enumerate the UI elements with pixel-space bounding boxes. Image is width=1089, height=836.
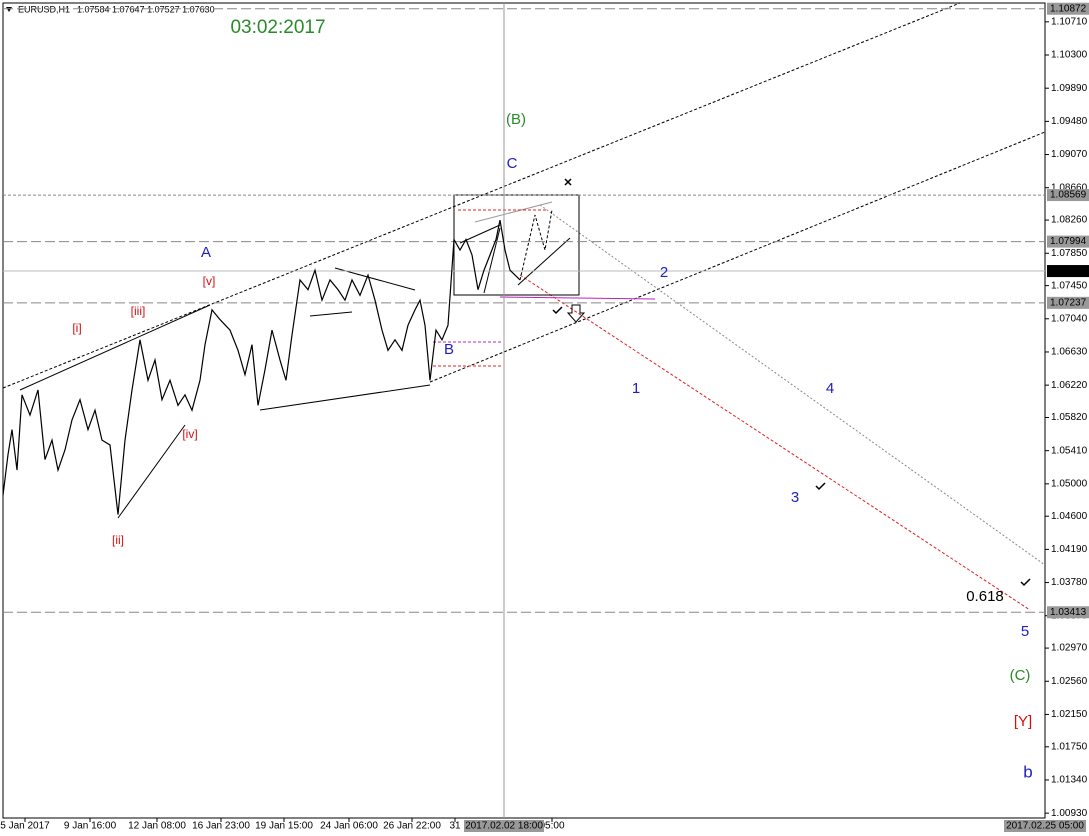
x-tick-label: 5 Jan 2017 (0, 821, 50, 832)
y-tick-label: 1.05000 (1051, 478, 1088, 489)
wave-line (517, 237, 571, 286)
x-tick-label: 19 Jan 15:00 (255, 821, 313, 832)
y-tick-label: 1.04190 (1051, 544, 1088, 555)
wave-label: 1 (632, 380, 640, 397)
level-tag (1047, 235, 1089, 248)
y-tick-label: 1.07450 (1051, 280, 1088, 291)
x-tick-label: 26 Jan 22:00 (383, 821, 441, 832)
wave-line (117, 424, 186, 519)
y-tick-label: 1.09070 (1051, 149, 1088, 160)
channel-line (429, 131, 1046, 383)
y-tick-label: 1.02970 (1051, 643, 1088, 654)
price-line (2, 219, 521, 515)
wave-label: A (201, 244, 211, 261)
marker-line (499, 296, 656, 300)
y-tick-label: 1.09890 (1051, 83, 1088, 94)
y-tick-label: 1.05410 (1051, 445, 1088, 456)
level-label: 1.08569 (1050, 190, 1087, 201)
ohlc: 1.07584 1.07647 1.07527 1.07630 (77, 4, 215, 14)
wave-label: 3 (791, 489, 799, 506)
y-tick-label: 1.00930 (1051, 808, 1088, 819)
x-tick-label: 31 (449, 821, 461, 832)
cursor-label: 2017.02.02 18:00 (465, 821, 543, 832)
y-tick-label: 1.01340 (1051, 775, 1088, 786)
wave-label: [ii] (112, 533, 124, 547)
last-tag (1004, 820, 1086, 832)
y-tick-label: 1.10710 (1051, 16, 1088, 27)
target-line (539, 204, 1046, 566)
x-tick-label: 24 Jan 06:00 (320, 821, 378, 832)
y-tick-label: 1.02560 (1051, 676, 1088, 687)
wave-label: (C) (1010, 667, 1031, 684)
wave-label: [v] (203, 274, 216, 288)
y-tick-label: 1.06220 (1051, 380, 1088, 391)
y-tick-label: 1.01750 (1051, 741, 1088, 752)
wave-label: 2 (660, 264, 668, 281)
level-tag (1047, 2, 1089, 15)
wave-line (259, 384, 431, 411)
x-tick-label: 12 Jan 08:00 (128, 821, 186, 832)
level-tag (1047, 606, 1089, 619)
y-tick-label: 1.09480 (1051, 116, 1088, 127)
y-tick-label: 1.07040 (1051, 313, 1088, 324)
wave-label: (B) (506, 111, 526, 128)
wave-label: 5 (1021, 623, 1029, 640)
level-label: 1.07237 (1050, 297, 1087, 308)
wave-label: b (1023, 762, 1032, 781)
wave-line (334, 267, 416, 291)
y-tick-label: 1.07850 (1051, 248, 1088, 259)
cross-icon (564, 178, 572, 186)
y-tick-label: 1.03780 (1051, 577, 1088, 588)
y-tick-label: 1.05820 (1051, 412, 1088, 423)
target-line (519, 274, 1031, 611)
x-tick-label: 05:00 (539, 821, 564, 832)
wave-label: 0.618 (966, 588, 1004, 605)
last-time: 2017.02.25 05:00 (1006, 821, 1084, 832)
level-tag (1047, 265, 1089, 278)
level-tag (1047, 296, 1089, 309)
wave-line (309, 311, 353, 317)
arrow-icon (566, 304, 586, 323)
symbol: EURUSD,H1 (18, 4, 70, 14)
check-icon (552, 306, 1031, 587)
wave-label: B (444, 341, 454, 358)
wave-label: C (507, 155, 518, 172)
wave-label: 03:02:2017 (230, 17, 325, 38)
level-label: 1.07994 (1050, 236, 1087, 247)
cursor-tag (464, 820, 544, 832)
wave-label: [iii] (131, 304, 146, 318)
plot-frame (2, 2, 1046, 819)
wave-label: [Y] (1014, 713, 1032, 730)
y-tick-label: 1.06630 (1051, 347, 1088, 358)
y-tick-label: 1.02150 (1051, 709, 1088, 720)
drawings (2, 2, 1046, 818)
wave-label: [i] (72, 321, 81, 335)
level-label: 1.10872 (1050, 3, 1087, 14)
y-tick-label: 1.08660 (1051, 182, 1088, 193)
wave-line (19, 304, 211, 391)
level-label: 1.03413 (1050, 607, 1087, 618)
wave-label: 4 (826, 380, 834, 397)
y-tick-label: 1.08260 (1051, 215, 1088, 226)
x-tick-label: 16 Jan 23:00 (192, 821, 250, 832)
x-tick-label: 9 Jan 16:00 (64, 821, 117, 832)
wave-label: [iv] (182, 427, 197, 441)
y-tick-label: 1.10300 (1051, 50, 1088, 61)
level-label: 1.07630 (1050, 266, 1087, 277)
y-tick-label: 1.04600 (1051, 511, 1088, 522)
wave-line (474, 201, 553, 223)
level-tag (1047, 189, 1089, 202)
wave-line (483, 227, 501, 294)
